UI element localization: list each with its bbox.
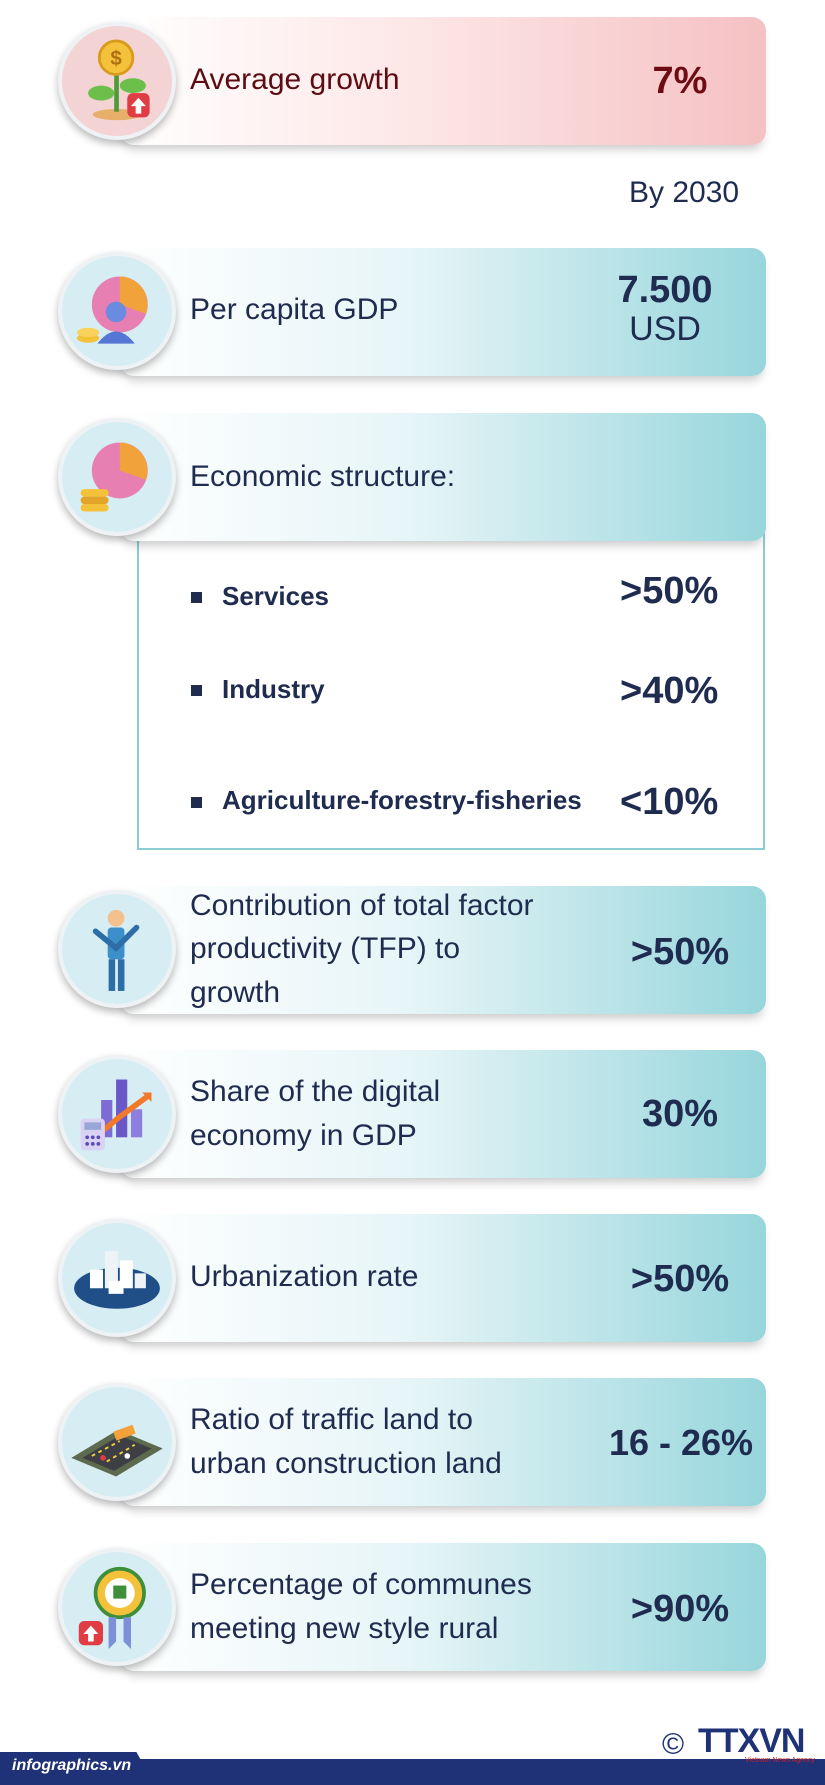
structure-item-value: <10% [620, 781, 719, 823]
by-year-label: By 2030 [629, 176, 740, 209]
svg-text:$: $ [110, 47, 122, 70]
economic-structure-label: Economic structure: [190, 460, 456, 493]
footer-site[interactable]: infographics.vn [12, 1757, 132, 1774]
economic-structure-box [137, 488, 765, 850]
ttxvn-logo: TTXVN [698, 1722, 805, 1760]
average-growth-card [120, 17, 766, 145]
rural-label-line1: Percentage of communes [190, 1568, 532, 1601]
tfp-label-line2: productivity (TFP) to [190, 932, 461, 965]
urbanization-card [120, 1214, 766, 1342]
urbanization-label: Urbanization rate [190, 1260, 419, 1293]
structure-item-label: Services [222, 581, 329, 611]
rural-label-line2: meeting new style rural [190, 1612, 499, 1645]
bullet-icon [191, 592, 202, 603]
digital-economy-card [120, 1050, 766, 1178]
road-traffic-icon [58, 1383, 176, 1501]
pie-chart-coins-icon [58, 418, 176, 536]
coin-plant-icon: $ [58, 22, 176, 140]
economic-structure-card [120, 413, 766, 541]
structure-item-label: Agriculture-forestry-fisheries [222, 785, 582, 815]
pie-chart-person-icon [58, 252, 176, 370]
average-growth-label: Average growth [190, 63, 400, 96]
tfp-label-line1: Contribution of total factor [190, 889, 534, 922]
urbanization-value: >50% [630, 1258, 730, 1300]
ttxvn-logo-subtitle: Vietnam News Agency [745, 1757, 815, 1764]
copyright-symbol: © [662, 1728, 685, 1761]
bullet-icon [191, 797, 202, 808]
bullet-icon [191, 685, 202, 696]
tfp-value: >50% [630, 931, 730, 973]
gdp-value: 7.500 [617, 269, 713, 311]
structure-item-value: >50% [620, 570, 719, 612]
digital-label-line2: economy in GDP [190, 1119, 417, 1152]
tfp-card [120, 886, 766, 1014]
traffic-value: 16 - 26% [608, 1422, 754, 1463]
tfp-label-line3: growth [190, 976, 281, 1009]
gdp-label: Per capita GDP [190, 293, 399, 326]
footer-tab [0, 1752, 155, 1785]
traffic-label-line2: urban construction land [190, 1447, 502, 1480]
gdp-unit: USD [629, 310, 701, 348]
rural-value: >90% [630, 1588, 730, 1630]
rural-badge-icon [58, 1548, 176, 1666]
structure-item-label: Industry [222, 674, 325, 704]
digital-label-line1: Share of the digital [190, 1075, 441, 1108]
structure-item-value: >40% [620, 670, 719, 712]
digital-value: 30% [641, 1093, 719, 1135]
calculator-chart-icon [58, 1055, 176, 1173]
rural-card [120, 1543, 766, 1671]
city-buildings-icon [58, 1219, 176, 1337]
traffic-land-card [120, 1378, 766, 1506]
worker-icon [58, 890, 176, 1008]
gdp-card [120, 248, 766, 376]
traffic-label-line1: Ratio of traffic land to [190, 1403, 473, 1436]
average-growth-value: 7% [652, 60, 708, 102]
